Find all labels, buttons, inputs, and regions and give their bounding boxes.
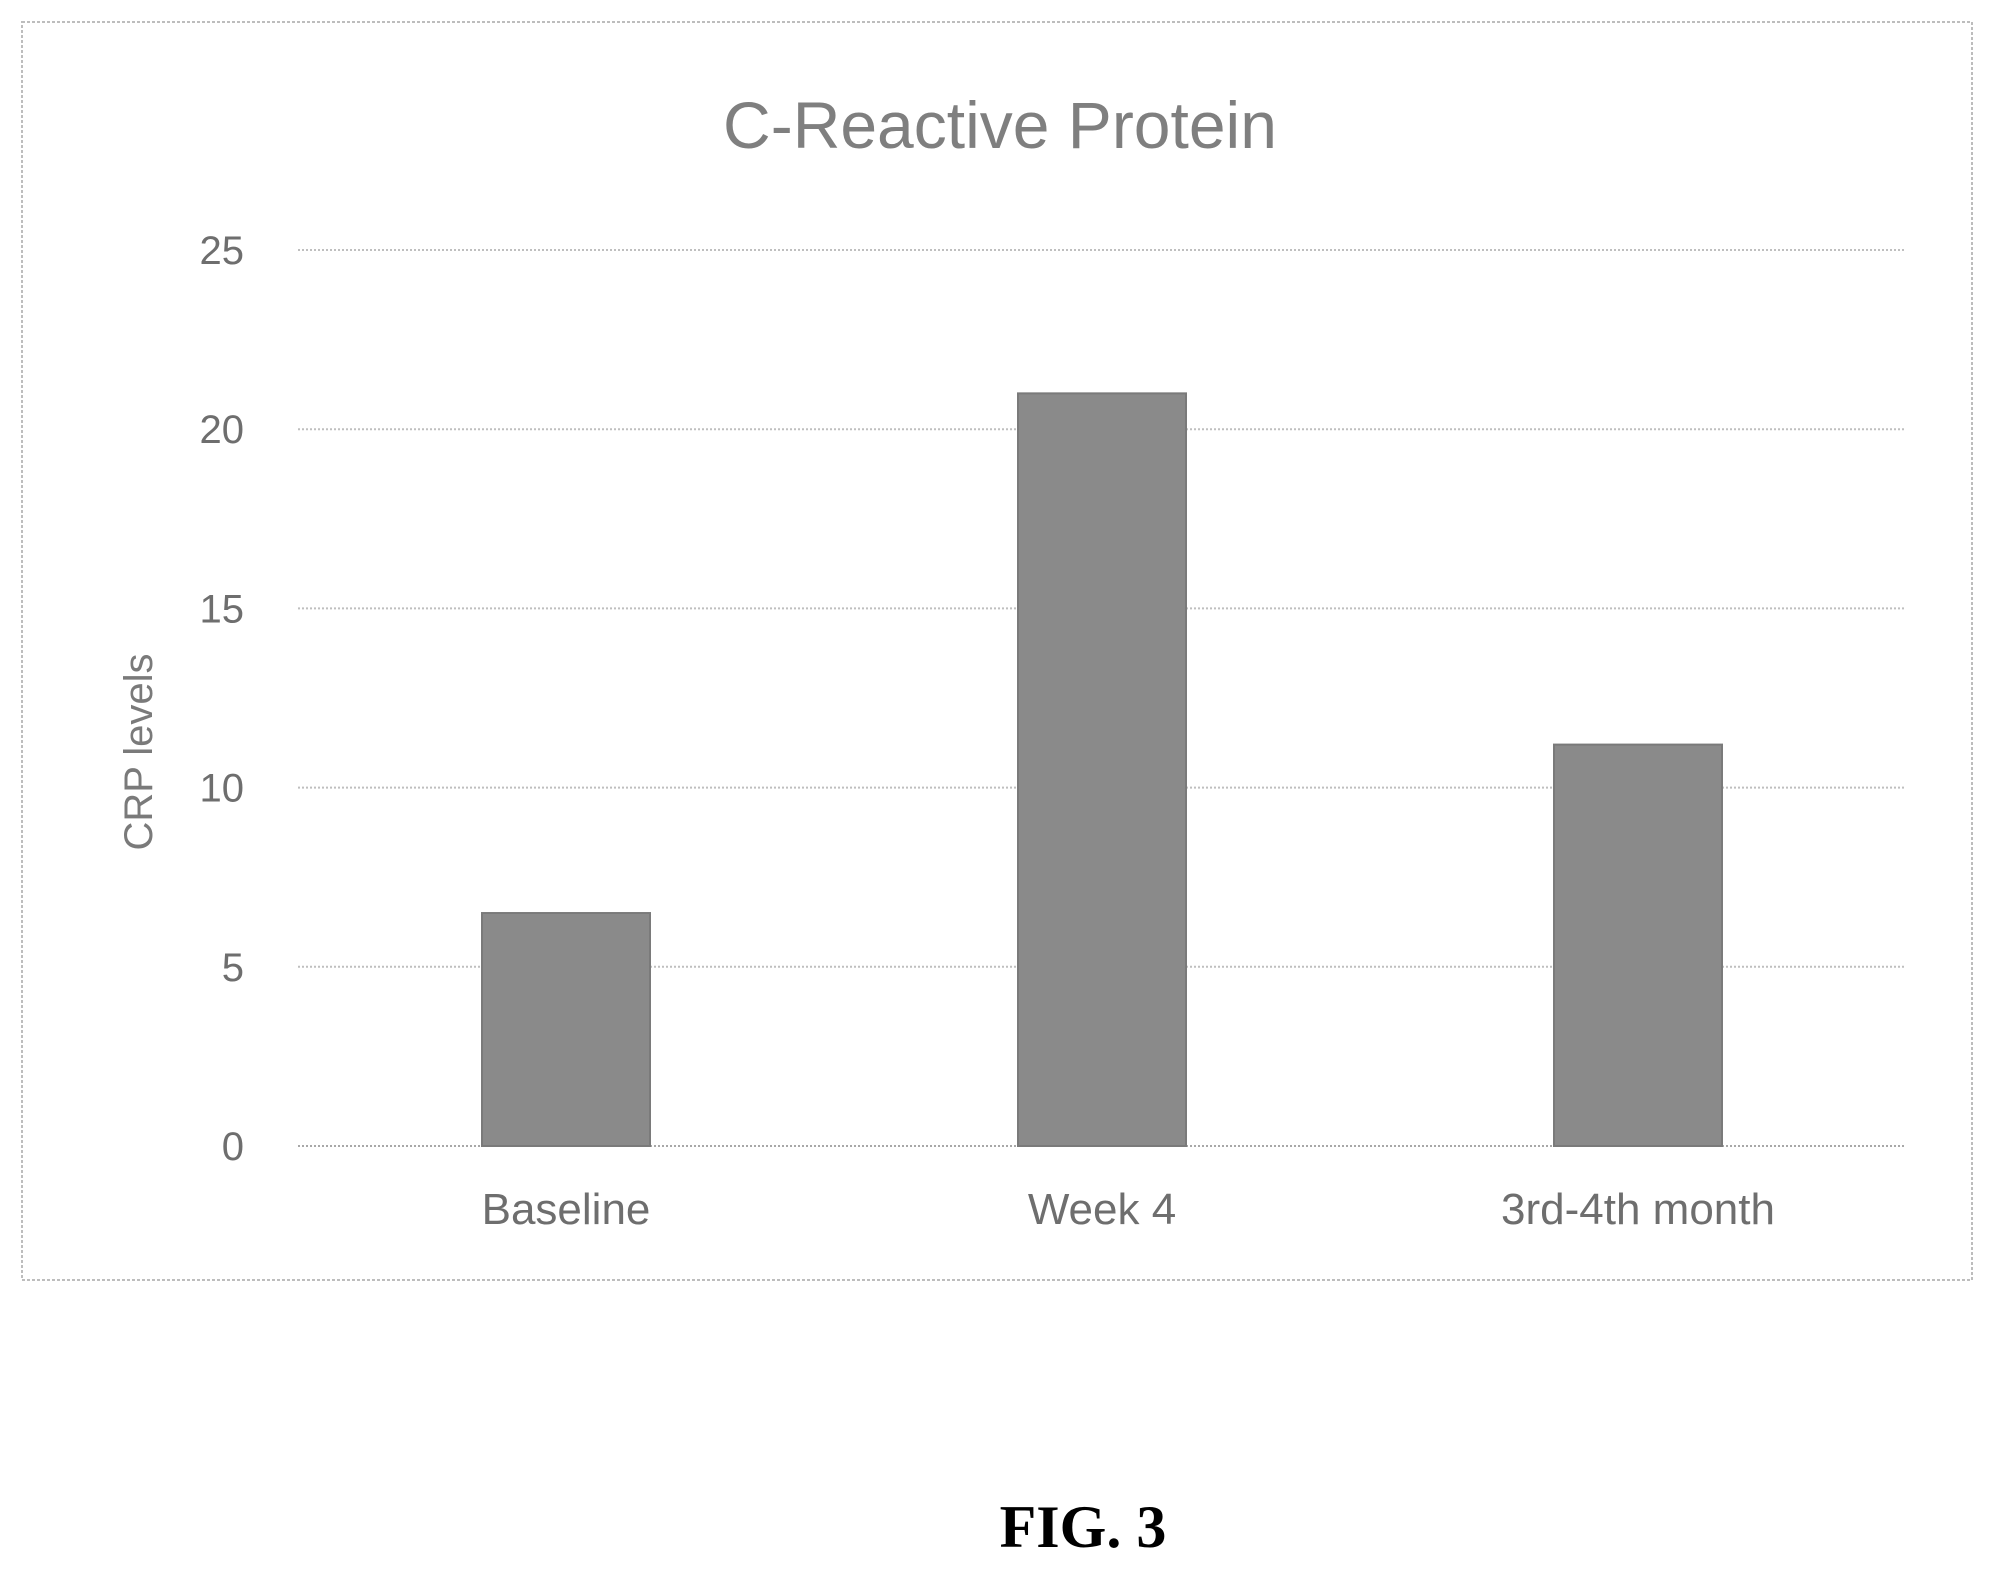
bar-3rd-4th-month [1553,743,1723,1147]
y-tick-label: 5 [222,946,244,990]
bar-week-4 [1017,392,1187,1147]
x-category-label: Week 4 [1028,1185,1176,1234]
bar-baseline [481,912,651,1147]
bars [481,392,1723,1147]
chart-title: C-Reactive Protein [723,88,1277,162]
y-axis-ticks: 0 5 10 15 20 25 [200,229,245,1169]
y-tick-label: 0 [222,1125,244,1169]
x-axis-labels: Baseline Week 4 3rd-4th month [482,1185,1775,1234]
y-tick-label: 10 [200,767,245,811]
x-category-label: Baseline [482,1185,651,1234]
y-axis-title: CRP levels [117,653,161,850]
x-category-label: 3rd-4th month [1501,1185,1775,1234]
figure-caption: FIG. 3 [1000,1494,1167,1560]
y-tick-label: 25 [200,229,245,273]
y-tick-label: 15 [200,587,245,631]
y-tick-label: 20 [200,408,245,452]
